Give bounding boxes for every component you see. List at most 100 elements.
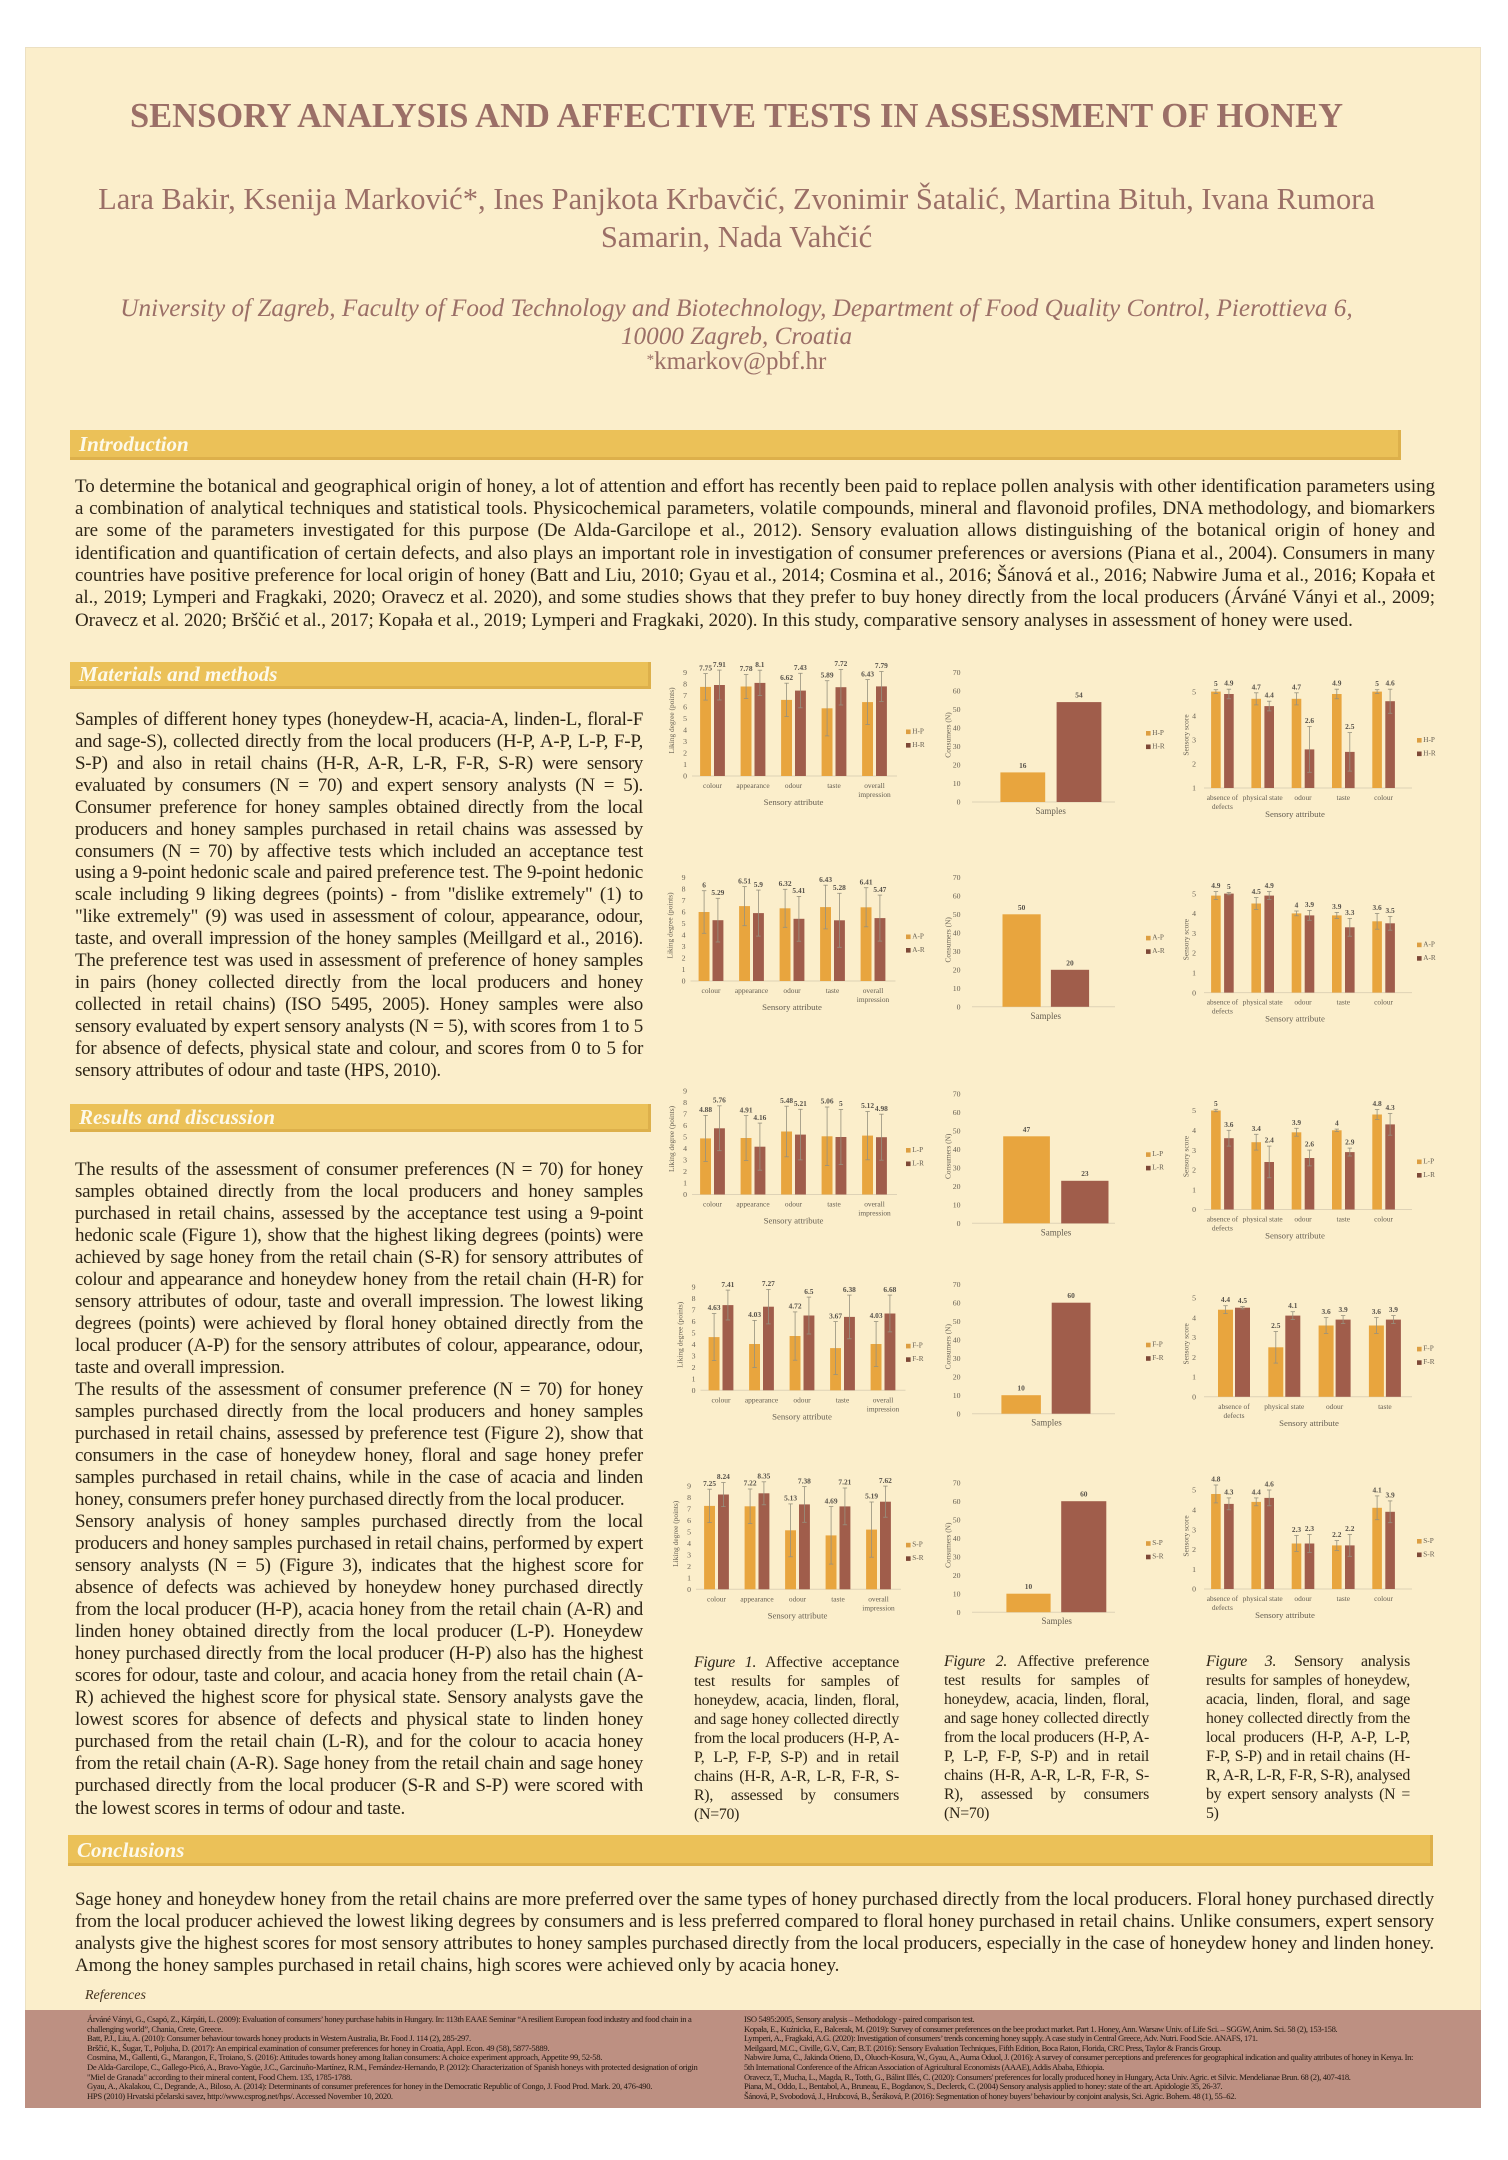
svg-text:L-P: L-P — [1423, 1157, 1434, 1165]
svg-text:9: 9 — [683, 668, 687, 677]
svg-text:4.3: 4.3 — [1385, 1103, 1395, 1112]
svg-text:Sensory attribute: Sensory attribute — [772, 1411, 832, 1421]
svg-text:20: 20 — [953, 966, 961, 975]
svg-text:7.25: 7.25 — [703, 1479, 716, 1488]
svg-text:8: 8 — [683, 680, 687, 689]
svg-text:odour: odour — [785, 781, 803, 790]
svg-text:4.4: 4.4 — [1221, 1295, 1231, 1304]
svg-text:6.5: 6.5 — [804, 1287, 814, 1296]
svg-text:F-R: F-R — [1152, 1354, 1163, 1362]
svg-text:4: 4 — [1192, 1126, 1196, 1135]
svg-text:absence of: absence of — [1218, 1402, 1250, 1411]
svg-text:5: 5 — [1192, 889, 1196, 898]
svg-text:L-R: L-R — [1423, 1171, 1435, 1179]
svg-text:4.5: 4.5 — [1252, 887, 1262, 896]
svg-text:2: 2 — [687, 1562, 691, 1571]
svg-text:30: 30 — [953, 742, 961, 751]
svg-text:3: 3 — [1192, 1146, 1196, 1155]
svg-text:2.3: 2.3 — [1292, 1525, 1302, 1534]
svg-text:20: 20 — [953, 1372, 961, 1381]
svg-text:4.1: 4.1 — [1372, 1485, 1382, 1494]
svg-text:3.67: 3.67 — [829, 1311, 842, 1320]
svg-text:4.03: 4.03 — [870, 1311, 883, 1320]
svg-text:F-P: F-P — [1423, 1345, 1433, 1353]
svg-text:4.03: 4.03 — [748, 1310, 761, 1319]
svg-text:5: 5 — [1375, 679, 1379, 688]
svg-text:0: 0 — [957, 1409, 961, 1418]
svg-text:2: 2 — [1192, 760, 1196, 769]
svg-text:Samples: Samples — [1031, 1418, 1062, 1428]
svg-text:7: 7 — [682, 896, 686, 905]
svg-text:overall: overall — [873, 1395, 894, 1404]
svg-text:3: 3 — [1192, 736, 1196, 745]
svg-text:5.28: 5.28 — [833, 883, 846, 892]
svg-text:9: 9 — [687, 1482, 691, 1491]
svg-text:impression: impression — [857, 995, 890, 1004]
svg-text:S-R: S-R — [1423, 1550, 1434, 1558]
svg-text:6: 6 — [682, 908, 686, 917]
svg-text:20: 20 — [1066, 958, 1074, 967]
svg-text:Sensory attribute: Sensory attribute — [768, 1610, 828, 1620]
svg-text:colour: colour — [1374, 1215, 1393, 1224]
svg-text:absence of: absence of — [1207, 1594, 1239, 1603]
svg-text:Liking degree (points): Liking degree (points) — [667, 687, 676, 754]
svg-text:F-R: F-R — [912, 1355, 923, 1363]
svg-text:4: 4 — [683, 726, 687, 735]
svg-text:8: 8 — [692, 1294, 696, 1303]
svg-text:70: 70 — [953, 873, 961, 882]
svg-text:4.8: 4.8 — [1372, 1099, 1382, 1108]
svg-text:appearance: appearance — [745, 1395, 779, 1404]
svg-text:Liking degree (points): Liking degree (points) — [666, 892, 675, 959]
svg-text:9: 9 — [682, 873, 686, 882]
svg-text:0: 0 — [692, 1386, 696, 1395]
svg-text:6.62: 6.62 — [780, 673, 793, 682]
svg-text:8: 8 — [683, 1098, 687, 1107]
svg-text:1: 1 — [1192, 784, 1196, 793]
svg-text:50: 50 — [953, 705, 961, 714]
svg-text:2.5: 2.5 — [1345, 722, 1355, 731]
svg-text:3: 3 — [683, 1156, 687, 1165]
svg-text:8: 8 — [682, 885, 686, 894]
svg-text:Samples: Samples — [1041, 1227, 1072, 1237]
svg-text:5: 5 — [1192, 1106, 1196, 1115]
svg-text:2.5: 2.5 — [1271, 1321, 1281, 1330]
svg-text:4.4: 4.4 — [1265, 691, 1275, 700]
svg-text:60: 60 — [953, 1497, 961, 1506]
svg-text:20: 20 — [953, 1571, 961, 1580]
svg-text:60: 60 — [1067, 1291, 1075, 1300]
svg-text:5.76: 5.76 — [713, 1096, 726, 1105]
svg-text:7: 7 — [683, 691, 687, 700]
svg-text:Sensory attribute: Sensory attribute — [1265, 1231, 1325, 1241]
svg-text:3.9: 3.9 — [1305, 900, 1315, 909]
svg-text:defects: defects — [1212, 1007, 1233, 1016]
svg-text:3.6: 3.6 — [1372, 903, 1382, 912]
svg-text:70: 70 — [953, 1478, 961, 1487]
svg-text:60: 60 — [953, 687, 961, 696]
svg-text:A-R: A-R — [912, 946, 925, 954]
svg-text:4: 4 — [1295, 901, 1299, 910]
svg-text:H-R: H-R — [912, 741, 925, 749]
svg-text:appearance: appearance — [740, 1594, 774, 1603]
svg-text:S-P: S-P — [1152, 1539, 1162, 1547]
svg-text:Sensory attribute: Sensory attribute — [1255, 1610, 1315, 1620]
svg-text:0: 0 — [687, 1585, 691, 1594]
svg-text:6.43: 6.43 — [819, 875, 832, 884]
svg-text:Samples: Samples — [1041, 1616, 1072, 1626]
svg-text:6.68: 6.68 — [883, 1285, 896, 1294]
svg-text:2: 2 — [683, 749, 687, 758]
svg-text:Sensory score: Sensory score — [1182, 1515, 1191, 1557]
svg-text:taste: taste — [826, 986, 840, 995]
svg-text:colour: colour — [1374, 1594, 1393, 1603]
svg-text:5.9: 5.9 — [754, 880, 764, 889]
svg-text:70: 70 — [953, 668, 961, 677]
svg-text:5: 5 — [1192, 687, 1196, 696]
svg-text:taste: taste — [831, 1594, 845, 1603]
svg-text:2.2: 2.2 — [1345, 1524, 1355, 1533]
svg-text:overall: overall — [863, 986, 884, 995]
svg-text:Sensory attribute: Sensory attribute — [1279, 1418, 1339, 1428]
svg-text:5.13: 5.13 — [784, 1494, 797, 1503]
svg-text:overall: overall — [864, 1200, 885, 1209]
svg-text:5: 5 — [1192, 1294, 1196, 1303]
svg-text:0: 0 — [1192, 1393, 1196, 1402]
svg-text:2: 2 — [683, 1167, 687, 1176]
